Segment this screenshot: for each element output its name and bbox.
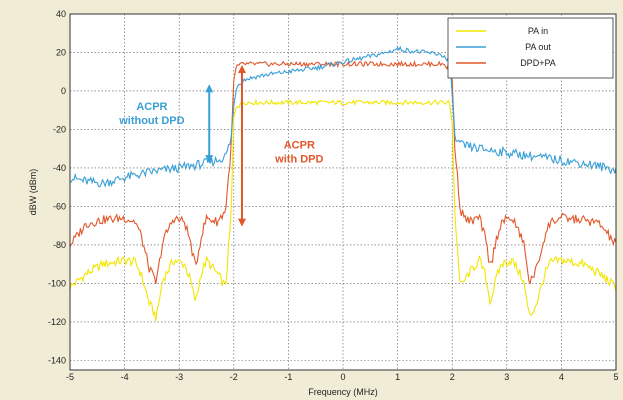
x-tick-label: -4	[121, 372, 129, 382]
tick-labels: -5 -4 -3 -2 -1 0 1 2 3 4 5 -140 -120 -100 -80 -60 -40 -20…	[48, 9, 619, 382]
y-tick-label: 0	[61, 86, 66, 96]
y-tick-label: 40	[56, 9, 66, 19]
plot-frame	[69, 13, 617, 371]
y-tick-label: -140	[48, 355, 66, 365]
series-line-0	[69, 98, 617, 321]
y-tick-label: -40	[53, 163, 66, 173]
y-axis-label: dBW (dBm)	[28, 169, 38, 216]
x-axis-label: Frequency (MHz)	[308, 387, 378, 397]
x-tick-label: -2	[230, 372, 238, 382]
y-tick-label: -120	[48, 317, 66, 327]
acpr-arrow-head-down	[205, 155, 214, 164]
legend: PA in PA out DPD+PA	[447, 17, 614, 79]
y-tick-label: -100	[48, 278, 66, 288]
y-tick-label: -60	[53, 201, 66, 211]
legend-box	[447, 17, 614, 79]
x-tick-label: 4	[559, 372, 564, 382]
acpr-annotation-1: ACPR	[284, 140, 315, 152]
legend-entry-0: PA in	[528, 26, 548, 36]
x-tick-label: -3	[175, 372, 183, 382]
x-tick-label: 5	[613, 372, 618, 382]
acpr-arrow-head-up	[205, 84, 214, 93]
x-tick-label: -5	[66, 372, 74, 382]
acpr-annotation-0: ACPR	[136, 101, 167, 113]
legend-entry-2: DPD+PA	[520, 58, 556, 68]
x-tick-label: 2	[450, 372, 455, 382]
x-tick-label: -1	[284, 372, 292, 382]
legend-entry-1: PA out	[525, 42, 551, 52]
series-line-1	[69, 45, 617, 188]
series-line-2	[69, 59, 617, 285]
y-tick-label: -20	[53, 124, 66, 134]
acpr-arrow-head-up	[237, 64, 246, 73]
acpr-annotation-1: with DPD	[274, 154, 323, 166]
x-tick-label: 3	[504, 372, 509, 382]
acpr-annotation-0: without DPD	[118, 115, 184, 127]
y-tick-label: -80	[53, 240, 66, 250]
acpr-arrow-head-down	[237, 218, 246, 227]
x-tick-label: 1	[395, 372, 400, 382]
series-layer	[69, 45, 617, 321]
x-tick-label: 0	[340, 372, 345, 382]
y-tick-label: 20	[56, 47, 66, 57]
annotation-layer: ACPR without DPD ACPR with DPD	[118, 64, 324, 227]
